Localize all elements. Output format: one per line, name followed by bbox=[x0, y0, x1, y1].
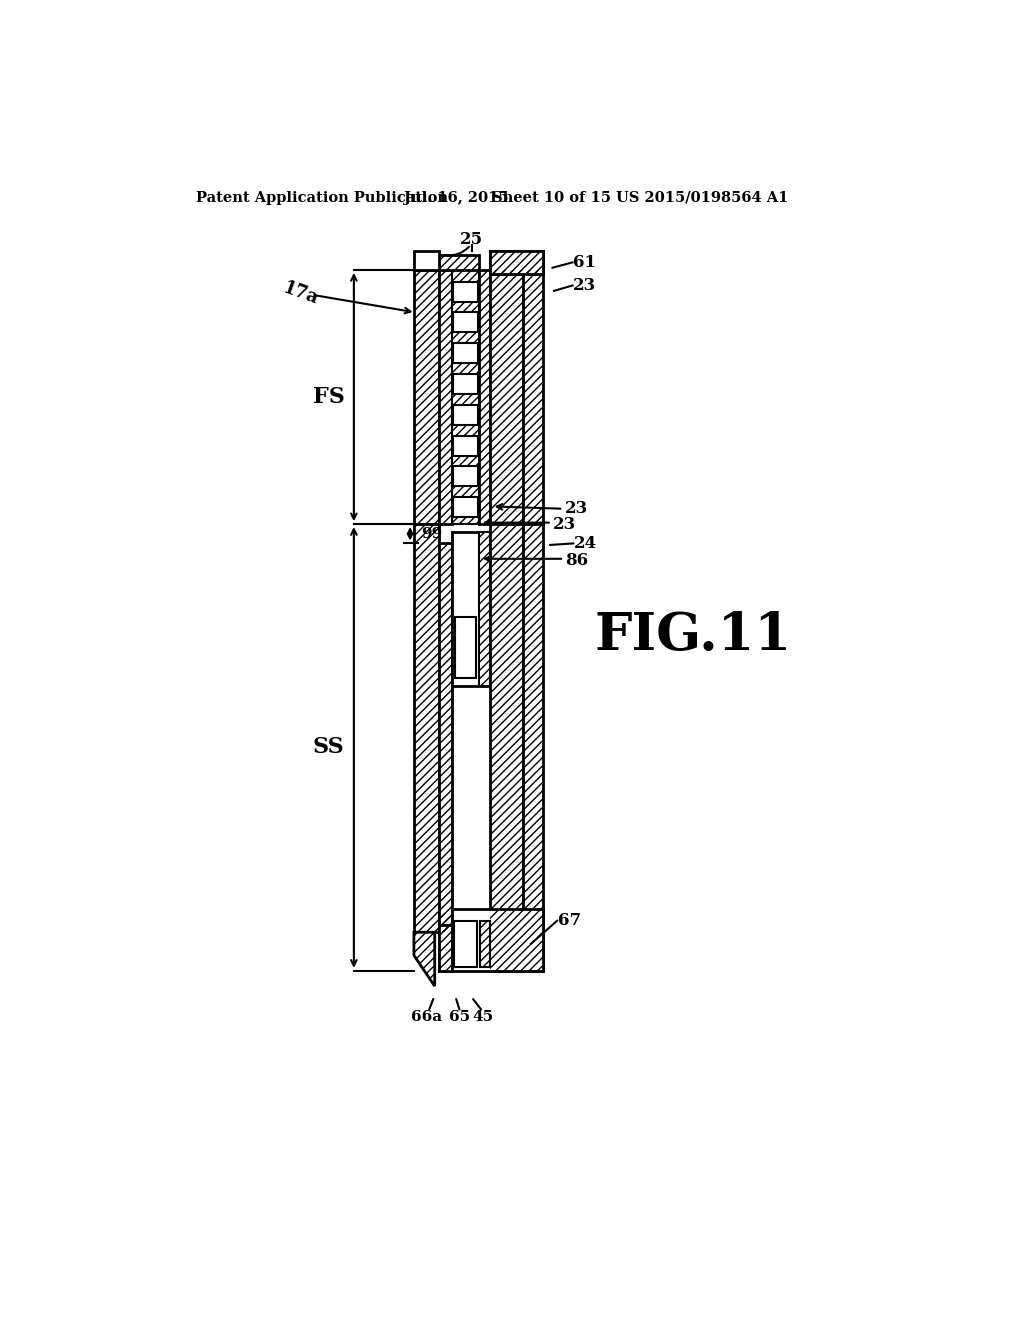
Bar bbox=[453, 271, 478, 524]
Bar bbox=[454, 405, 478, 425]
Text: Jul. 16, 2015: Jul. 16, 2015 bbox=[403, 191, 509, 205]
Bar bbox=[454, 313, 478, 333]
Text: 23: 23 bbox=[565, 500, 588, 517]
Bar bbox=[453, 909, 543, 970]
Text: FIG.11: FIG.11 bbox=[594, 610, 792, 661]
Bar bbox=[490, 271, 523, 524]
Bar bbox=[438, 255, 478, 271]
Bar bbox=[490, 271, 523, 524]
Bar bbox=[454, 343, 478, 363]
Bar bbox=[490, 251, 543, 275]
Text: US 2015/0198564 A1: US 2015/0198564 A1 bbox=[615, 191, 788, 205]
Bar bbox=[454, 436, 478, 455]
Text: 61: 61 bbox=[573, 253, 596, 271]
Bar bbox=[478, 271, 490, 524]
Bar bbox=[478, 532, 490, 686]
Text: Patent Application Publication: Patent Application Publication bbox=[196, 191, 449, 205]
Text: Sheet 10 of 15: Sheet 10 of 15 bbox=[493, 191, 611, 205]
Bar bbox=[438, 544, 453, 932]
Text: 23: 23 bbox=[573, 277, 597, 294]
Bar bbox=[438, 924, 453, 970]
Bar bbox=[414, 271, 438, 524]
Text: 66a: 66a bbox=[412, 1010, 442, 1024]
Bar bbox=[414, 251, 438, 271]
Bar bbox=[438, 913, 453, 932]
Bar bbox=[438, 924, 453, 970]
Bar bbox=[478, 271, 490, 524]
Bar bbox=[480, 921, 490, 966]
Bar bbox=[438, 544, 453, 932]
Text: 25: 25 bbox=[460, 231, 483, 248]
Text: 99: 99 bbox=[421, 527, 442, 541]
Text: FS: FS bbox=[312, 387, 345, 408]
Bar bbox=[438, 271, 453, 524]
Text: 86: 86 bbox=[565, 552, 589, 569]
Bar bbox=[438, 271, 453, 524]
Bar bbox=[438, 924, 453, 970]
Text: 24: 24 bbox=[574, 535, 597, 552]
Text: 65: 65 bbox=[449, 1010, 470, 1024]
Bar bbox=[455, 616, 476, 678]
Bar bbox=[414, 271, 438, 524]
Bar bbox=[490, 524, 523, 970]
Bar bbox=[490, 251, 543, 275]
Text: 67: 67 bbox=[558, 912, 581, 929]
Bar bbox=[454, 374, 478, 395]
Polygon shape bbox=[414, 932, 435, 986]
Bar bbox=[454, 921, 477, 966]
Bar bbox=[454, 466, 478, 487]
Bar bbox=[454, 281, 478, 302]
Text: 23: 23 bbox=[553, 516, 577, 533]
Bar bbox=[490, 524, 523, 970]
Bar bbox=[453, 532, 490, 686]
Bar bbox=[438, 913, 453, 932]
Bar bbox=[523, 524, 543, 970]
Bar bbox=[523, 271, 543, 524]
Bar bbox=[480, 921, 490, 966]
Bar bbox=[523, 271, 543, 524]
Polygon shape bbox=[414, 524, 438, 932]
Bar bbox=[453, 271, 478, 524]
Text: 17a: 17a bbox=[281, 279, 322, 308]
Bar bbox=[523, 524, 543, 970]
Bar bbox=[454, 498, 478, 517]
Bar bbox=[490, 251, 543, 275]
Bar bbox=[478, 532, 490, 686]
Text: SS: SS bbox=[313, 737, 345, 759]
Text: 45: 45 bbox=[473, 1010, 494, 1024]
Bar bbox=[438, 255, 478, 271]
